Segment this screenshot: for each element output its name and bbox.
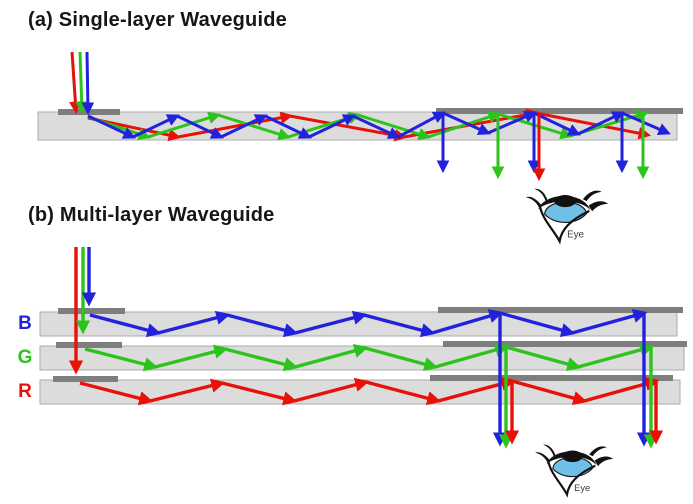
eye-lower-contour (538, 205, 590, 245)
panel-a-tir-ray-blue (220, 114, 268, 139)
layer-label-green: G (17, 347, 33, 368)
panel-a-tir-ray-green (427, 110, 501, 139)
eye-lash (589, 446, 607, 457)
ray-layer (68, 51, 671, 449)
panel-a-input-ray-green (75, 51, 88, 115)
panel-b-tir-ray-blue (294, 310, 368, 335)
panel-a-out-coupling-grating (436, 108, 683, 114)
eye-lash (594, 456, 614, 467)
grating-layer (53, 108, 687, 382)
panel-b-out-coupling-grating-blue (438, 307, 683, 313)
panel-b-tir-ray-blue (571, 308, 648, 335)
layer-label-red: R (18, 381, 32, 402)
panel-b-tir-ray-red (293, 377, 370, 403)
eye-lash (588, 201, 609, 212)
panel-b-in-coupling-grating-green (56, 342, 122, 348)
panel-a-tir-ray-green (147, 111, 222, 139)
panel-a-tir-ray-green (357, 113, 432, 141)
panel-b-tir-ray-red (365, 380, 442, 406)
eye-label: Eye (567, 229, 584, 240)
panel-b-tir-ray-red (79, 381, 154, 406)
panel-a-title: (a) Single-layer Waveguide (28, 9, 287, 31)
panel-b-tir-ray-green (505, 345, 582, 372)
panel-b-tir-ray-blue (157, 310, 231, 335)
eye-label: Eye (574, 483, 590, 493)
panel-b-tir-ray-red (221, 381, 298, 406)
panel-a-tir-ray-blue (352, 114, 401, 139)
panel-b-out-coupling-grating-red (430, 375, 673, 381)
panel-a-tir-ray-blue (264, 114, 312, 139)
eye-lash (534, 188, 548, 202)
panel-b-tir-ray-red (149, 378, 226, 403)
panel-b-tir-ray-blue (363, 313, 436, 338)
eye-icon: Eye (526, 188, 609, 245)
panel-a-tir-ray-blue (87, 114, 136, 139)
panel-b-in-coupling-grating-red (53, 376, 118, 382)
panel-b-tir-ray-green (154, 344, 229, 369)
panel-b-tir-ray-green (577, 342, 655, 369)
panel-a-tir-ray-blue (397, 111, 446, 139)
panel-a-tir-ray-blue (176, 114, 224, 139)
panel-b-tir-ray-blue (431, 309, 504, 335)
panel-b-in-coupling-grating-blue (58, 308, 125, 314)
panel-b-tir-ray-green (224, 347, 299, 372)
panel-a-tir-ray-blue (132, 114, 180, 139)
eye-lash (543, 444, 556, 457)
panel-a-tir-ray-red (535, 111, 652, 140)
panel-b-title: (b) Multi-layer Waveguide (28, 204, 275, 226)
panel-b-tir-ray-green (364, 346, 439, 372)
panel-a-tir-ray-blue (621, 111, 671, 136)
eye-upper-lid (546, 451, 597, 466)
panel-a-input-ray-red (69, 51, 82, 115)
panel-b-tir-ray-green (434, 343, 510, 369)
eye-icon: Eye (535, 444, 614, 498)
panel-b-tir-ray-blue (226, 313, 299, 338)
panel-a-tir-ray-green (217, 113, 292, 141)
panel-a-tir-ray-red (289, 114, 408, 142)
panel-a-tir-ray-blue (533, 111, 581, 136)
layer-label-blue: B (18, 313, 32, 334)
panel-a-tir-ray-blue (308, 114, 356, 139)
panel-b-tir-ray-red (511, 379, 588, 406)
eye-lash (582, 190, 602, 202)
eye-lash (526, 196, 542, 208)
panel-a-tir-ray-blue (442, 111, 491, 135)
panel-a-input-ray-blue (81, 51, 95, 116)
panel-b-tir-ray-blue (499, 311, 576, 338)
panel-a-tir-ray-blue (577, 111, 625, 136)
panel-b-tir-ray-blue (89, 313, 162, 338)
panel-b-tir-ray-green (294, 343, 369, 369)
eye-lash (535, 452, 551, 463)
panel-b-out-coupling-grating-green (443, 341, 687, 347)
eye-lower-contour (547, 460, 596, 498)
panel-b-tir-ray-green (84, 347, 159, 372)
panel-a-tir-ray-blue (487, 110, 537, 135)
eye-upper-lid (538, 195, 591, 211)
